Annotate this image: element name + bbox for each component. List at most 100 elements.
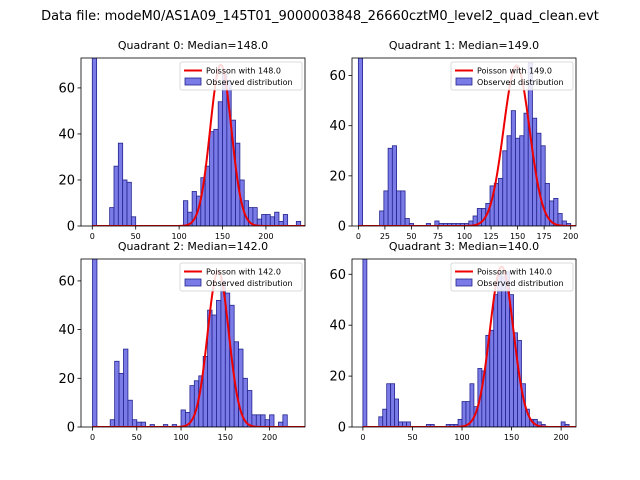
histogram-bar: [382, 408, 388, 427]
histogram-bar: [378, 416, 384, 427]
x-tick-label: 100: [173, 433, 188, 442]
histogram-bar: [295, 220, 302, 226]
x-tick-label: 0: [90, 232, 95, 241]
legend-bar-swatch: [184, 278, 202, 287]
histogram-bar: [252, 207, 258, 226]
y-tick-label: 20: [329, 169, 346, 184]
x-tick-label: 50: [407, 433, 417, 442]
histogram-bar: [260, 414, 266, 427]
histogram-bar: [247, 390, 253, 427]
y-tick-label: 0: [338, 220, 346, 235]
histogram-bar: [113, 165, 119, 226]
panel-quadrant-2: Quadrant 2: Median=142.0 0 20 40 60 0 50 100 150…: [58, 240, 306, 442]
legend: Poisson with 142.0 Observed distribution: [179, 262, 303, 292]
histogram-bar: [126, 181, 132, 226]
poisson-curve: [92, 63, 305, 226]
x-tick-label: 200: [563, 232, 578, 241]
histogram-bar: [261, 214, 267, 226]
histogram-bar: [216, 299, 222, 427]
panel-title: Quadrant 2: Median=142.0: [118, 240, 268, 253]
histogram-bar: [391, 145, 397, 226]
y-tick-label: 40: [329, 319, 346, 334]
histogram-bar: [357, 58, 364, 226]
x-tick-label: 200: [262, 433, 277, 442]
histogram-bar: [387, 147, 393, 226]
x-tick-label: 150: [218, 433, 233, 442]
histogram-bar: [493, 294, 499, 427]
x-tick-label: 150: [510, 232, 525, 241]
y-tick-label: 40: [329, 119, 346, 134]
legend-label-observed: Observed distribution: [206, 78, 293, 87]
histogram-bar: [400, 190, 406, 226]
histogram-bar: [425, 223, 431, 226]
histogram-bar: [91, 58, 98, 226]
y-tick-label: 60: [58, 274, 75, 289]
x-tick-label: 0: [356, 232, 361, 241]
x-tick-label: 0: [360, 433, 365, 442]
legend-bar-swatch: [455, 77, 473, 86]
subplot-grid: Quadrant 0: Median=148.0 0 20 40 60 0 50 100 150…: [58, 39, 578, 442]
histogram-bar: [269, 216, 276, 226]
histogram-bar: [122, 179, 128, 226]
legend-bar-swatch: [184, 77, 202, 86]
y-tick-label: 0: [338, 421, 346, 436]
x-tick-label: 50: [132, 433, 142, 442]
histogram-bar: [390, 383, 396, 427]
legend-box: [179, 262, 303, 292]
histogram-bar: [114, 360, 120, 427]
histogram-bar: [118, 373, 124, 427]
x-tick-label: 100: [171, 232, 186, 241]
histogram-bar: [269, 414, 275, 427]
histogram-bar: [497, 273, 503, 427]
histogram-bar: [130, 216, 137, 226]
histogram-bar: [282, 214, 289, 226]
histogram-bar: [404, 218, 410, 226]
histogram-bar: [362, 259, 368, 427]
legend-label-poisson: Poisson with 148.0: [206, 67, 281, 76]
axes-frame: [80, 258, 306, 428]
legend-label-poisson: Poisson with 140.0: [477, 268, 552, 277]
x-tick-label: 175: [537, 232, 552, 241]
histogram-bar: [123, 348, 129, 427]
x-tick-label: 125: [483, 232, 498, 241]
x-tick-label: 25: [380, 232, 390, 241]
histogram-bar: [408, 223, 414, 226]
histogram-bar: [553, 198, 559, 226]
histogram-bar: [222, 73, 228, 226]
histogram-bar: [396, 190, 402, 226]
legend-box: [450, 61, 574, 91]
legend-label-poisson: Poisson with 149.0: [477, 67, 552, 76]
legend-box: [450, 262, 574, 292]
figure-suptitle: Data file: modeM0/AS1A09_145T01_90000038…: [41, 9, 599, 24]
y-tick-label: 20: [58, 372, 75, 387]
x-tick-label: 200: [553, 433, 568, 442]
histogram-bar: [131, 419, 138, 427]
histogram-bar: [510, 110, 516, 226]
histogram-bars: [91, 58, 302, 226]
legend-label-poisson: Poisson with 142.0: [206, 268, 281, 277]
histogram-bar: [92, 259, 98, 427]
histogram-bar: [498, 177, 504, 226]
histogram-bar: [209, 131, 215, 226]
y-tick-label: 20: [58, 173, 75, 188]
panel-title: Quadrant 0: Median=148.0: [118, 39, 268, 52]
histogram-bar: [204, 165, 210, 226]
y-tick-label: 40: [58, 127, 75, 142]
legend: Poisson with 148.0 Observed distribution: [179, 61, 303, 91]
histogram-bar: [386, 383, 392, 427]
histogram-bar: [183, 200, 189, 226]
x-tick-label: 150: [504, 433, 519, 442]
histogram-bar: [213, 128, 219, 226]
histogram-bar: [461, 401, 467, 427]
poisson-curve: [362, 265, 576, 427]
x-tick-label: 75: [433, 232, 443, 241]
histogram-bar: [564, 424, 570, 427]
histogram-bar: [127, 399, 133, 427]
axes-frame: [351, 258, 577, 428]
histogram-bar: [429, 424, 435, 427]
histogram-bar: [540, 145, 546, 226]
histogram-bar: [383, 190, 389, 226]
x-tick-label: 50: [406, 232, 416, 241]
histogram-bars: [362, 259, 570, 427]
panel-quadrant-3: Quadrant 3: Median=140.0 0 20 40 60 0 50 100 150…: [329, 240, 577, 442]
